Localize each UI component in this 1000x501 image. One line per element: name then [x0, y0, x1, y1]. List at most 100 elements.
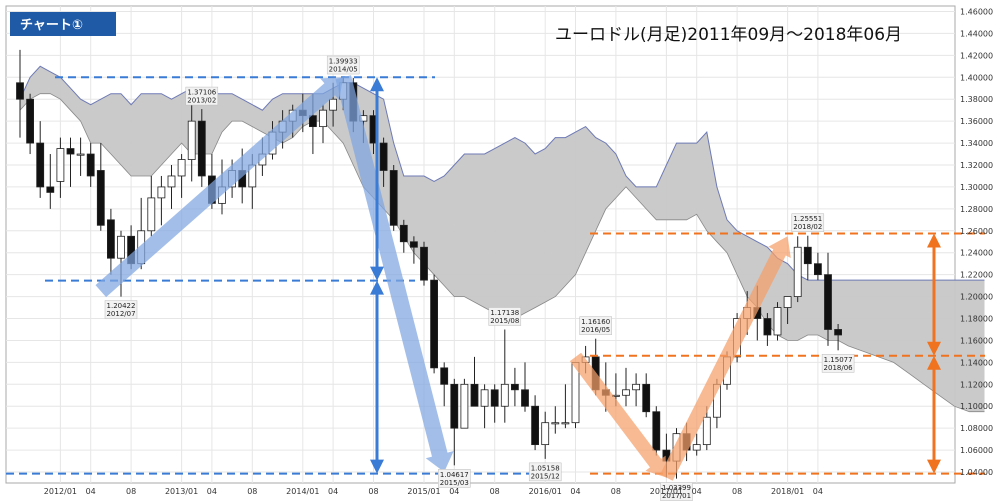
candle-body: [76, 153, 85, 156]
x-tick-label: 2018/01: [771, 487, 804, 496]
candle-body: [702, 416, 711, 446]
price-label-box: [579, 316, 612, 335]
price-label-box: [528, 462, 562, 482]
candle-body: [16, 82, 24, 100]
price-label-value: 1.17138: [490, 309, 519, 317]
x-tick-label: 08: [490, 487, 500, 496]
x-tick-label: 04: [449, 487, 459, 496]
candle-body: [157, 186, 166, 199]
x-tick-label: 08: [126, 487, 136, 496]
chart-badge-label: チャート①: [20, 18, 83, 33]
price-label-box: [326, 55, 360, 75]
candle-body: [66, 148, 75, 155]
price-labels: 1.204222012/071.371062013/021.399332014/…: [104, 55, 855, 501]
candle-body: [36, 142, 45, 188]
blue-trend-arrow-down: [335, 75, 454, 473]
cloud-area: [20, 66, 985, 412]
candle-body: [510, 383, 519, 391]
y-tick-label: 1.14000: [960, 358, 993, 367]
y-tick-label: 1.24000: [960, 249, 993, 258]
candle-body: [26, 98, 35, 144]
price-label-date: 2013/02: [187, 97, 216, 105]
price-label-value: 1.05158: [531, 464, 560, 472]
x-tick-label: 2015/01: [407, 487, 440, 496]
candle-body: [379, 142, 388, 171]
candle-body: [814, 263, 822, 276]
x-tick-label: 08: [368, 487, 378, 496]
x-tick-label: 08: [611, 487, 621, 496]
candle-body: [177, 159, 186, 177]
y-tick-label: 1.20000: [960, 293, 993, 302]
cloud-span-b: [19, 93, 985, 413]
candle-body: [319, 109, 327, 128]
orange-range-arrow-lower-head-top: [927, 355, 941, 370]
price-label-box: [438, 469, 471, 488]
price-label-box: [821, 354, 855, 373]
candle-body: [692, 444, 701, 451]
price-label-value: 1.25551: [793, 215, 822, 223]
y-tick-label: 1.26000: [960, 227, 993, 236]
x-tick-label: 04: [813, 487, 823, 496]
candle-body: [329, 98, 338, 111]
y-tick-label: 1.16000: [960, 336, 993, 345]
y-tick-label: 1.46000: [960, 7, 993, 16]
y-tick-label: 1.04000: [960, 468, 993, 477]
candle-body: [490, 389, 499, 407]
candle-body: [793, 246, 802, 297]
y-tick-label: 1.08000: [960, 424, 993, 433]
candle-body: [56, 148, 65, 182]
candle-body: [86, 153, 95, 177]
y-tick-label: 1.10000: [960, 402, 993, 411]
price-label-date: 2015/08: [490, 317, 519, 325]
price-label-box: [488, 307, 522, 326]
price-label-date: 2014/05: [329, 66, 358, 74]
candle-body: [96, 170, 105, 226]
orange-range-arrow-lower-head-bottom: [927, 459, 941, 474]
orange-trend-arrow-down: [569, 352, 667, 478]
axes: 1.46000 1.44000 1.42000 1.40000 1.38000 1.360…: [44, 7, 993, 496]
price-label-date: 2016/05: [581, 326, 610, 334]
x-tick-label: 04: [692, 487, 702, 496]
overlay: [6, 75, 985, 481]
candle-body: [420, 246, 428, 281]
candle-body: [642, 383, 651, 413]
candle-body: [389, 170, 398, 226]
price-label-value: 1.37106: [187, 89, 216, 97]
y-tick-label: 1.28000: [960, 205, 993, 214]
candle-body: [773, 307, 782, 336]
price-label-box: [791, 213, 825, 232]
candle-body: [632, 383, 640, 391]
orange-trend-arrow-up: [660, 236, 791, 481]
blue-trend-arrow-up: [95, 77, 344, 298]
candle-body: [561, 422, 570, 425]
price-label-value: 1.20422: [107, 302, 136, 310]
orange-range-arrow-upper-head-bottom: [927, 341, 941, 356]
y-tick-label: 1.44000: [960, 29, 993, 38]
candle-body: [470, 383, 479, 407]
candle-body: [783, 296, 792, 308]
candle-body: [46, 186, 55, 193]
candle-body: [430, 279, 439, 369]
candle-body: [551, 422, 560, 425]
x-tick-label: 2012/01: [44, 487, 77, 496]
blue-range-arrow-upper-head-top: [370, 77, 384, 92]
candle-body: [460, 383, 469, 429]
candle-body: [622, 389, 630, 396]
y-tick-label: 1.18000: [960, 315, 993, 324]
x-tick-label: 04: [570, 487, 580, 496]
blue-range-arrow-upper-head-bottom: [370, 266, 384, 281]
x-tick-label: 04: [86, 487, 96, 496]
candle-body: [147, 197, 156, 232]
y-tick-label: 1.12000: [960, 380, 993, 389]
candle-body: [541, 422, 550, 446]
price-label-value: 1.04617: [440, 471, 469, 479]
y-tick-label: 1.34000: [960, 139, 993, 148]
candle-body: [521, 389, 529, 407]
candle-body: [500, 383, 509, 407]
candle-body: [197, 120, 206, 177]
ichimoku-cloud: [19, 65, 985, 413]
price-label-date: 2018/02: [793, 223, 822, 231]
price-label-value: 1.39933: [329, 58, 358, 66]
